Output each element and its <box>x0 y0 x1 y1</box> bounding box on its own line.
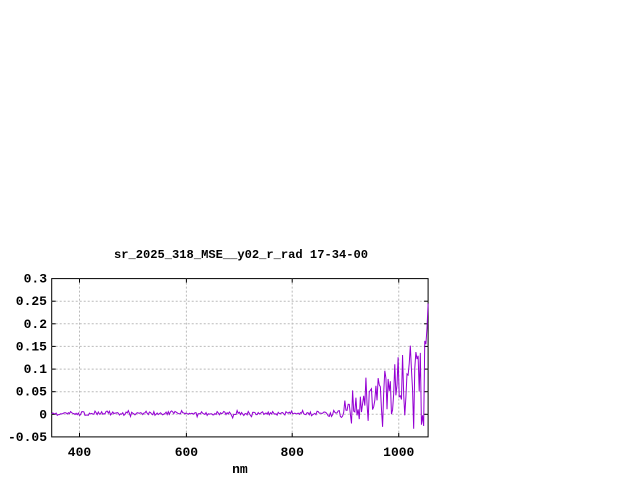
svg-text:0.2: 0.2 <box>24 317 48 332</box>
svg-text:0.05: 0.05 <box>16 385 47 400</box>
svg-text:0: 0 <box>39 407 47 422</box>
svg-text:0.25: 0.25 <box>16 294 47 309</box>
svg-text:1000: 1000 <box>383 445 414 460</box>
svg-text:800: 800 <box>280 445 304 460</box>
svg-text:0.3: 0.3 <box>24 272 48 287</box>
svg-text:0.15: 0.15 <box>16 339 47 354</box>
svg-text:sr_2025_318_MSE__y02_r_rad 17-: sr_2025_318_MSE__y02_r_rad 17-34-00 <box>114 248 368 262</box>
svg-text:600: 600 <box>175 445 199 460</box>
svg-text:nm: nm <box>232 462 248 477</box>
svg-text:-0.05: -0.05 <box>8 430 47 445</box>
svg-text:400: 400 <box>68 445 92 460</box>
svg-text:0.1: 0.1 <box>24 362 48 377</box>
